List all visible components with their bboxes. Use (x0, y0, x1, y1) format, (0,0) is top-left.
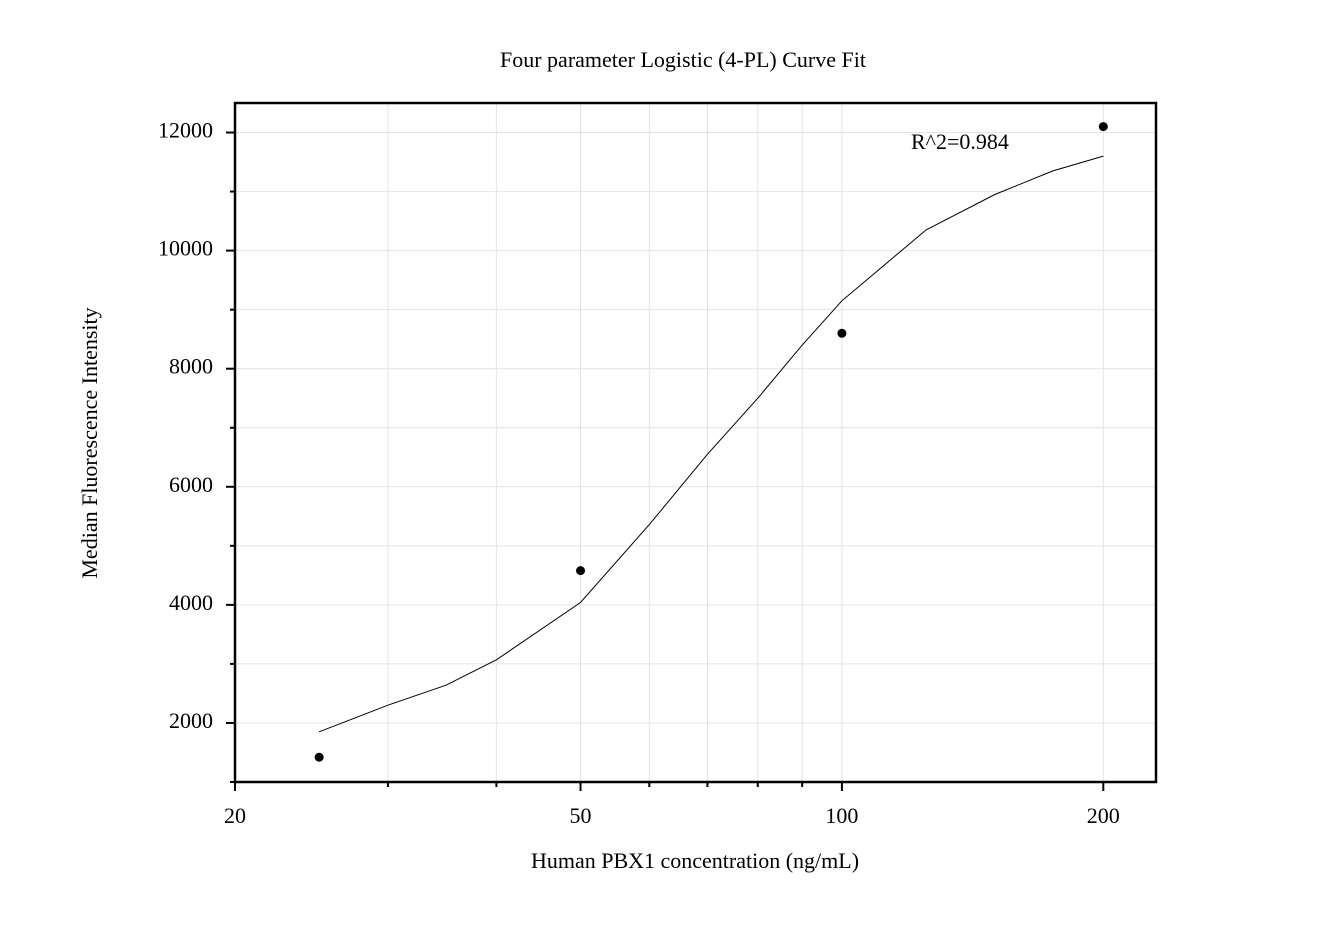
annotation: R^2=0.984 (911, 129, 1009, 154)
plot-frame (233, 101, 1158, 784)
y-tick-label: 12000 (158, 118, 213, 143)
x-axis-label: Human PBX1 concentration (ng/mL) (531, 848, 859, 873)
x-tick-label: 20 (224, 803, 246, 828)
y-tick-label: 2000 (169, 708, 213, 733)
x-tick-label: 50 (570, 803, 592, 828)
y-axis-label: Median Fluorescence Intensity (77, 307, 102, 578)
fit-curve (318, 155, 1104, 733)
data-point (837, 328, 847, 338)
data-point (314, 752, 324, 762)
y-tick-label: 8000 (169, 354, 213, 379)
y-tick-label: 6000 (169, 472, 213, 497)
chart-title: Four parameter Logistic (4-PL) Curve Fit (500, 47, 866, 72)
x-tick-label: 200 (1087, 803, 1120, 828)
x-tick-label: 100 (825, 803, 858, 828)
data-point (1098, 122, 1108, 132)
data-point (576, 566, 586, 576)
y-tick-label: 4000 (169, 590, 213, 615)
y-tick-label: 10000 (158, 236, 213, 261)
